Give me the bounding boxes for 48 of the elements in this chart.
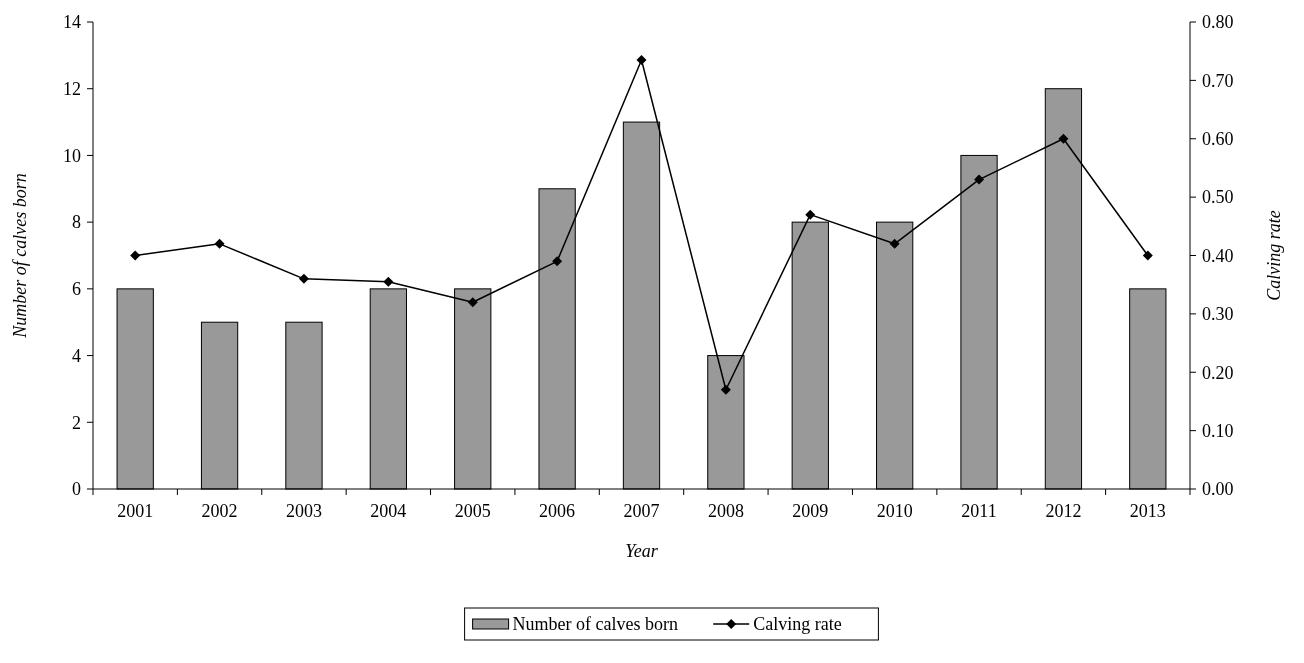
x-axis-title: Year [625, 541, 659, 561]
point [130, 250, 141, 261]
x-tick-label: 2008 [707, 501, 744, 521]
point [805, 209, 816, 220]
y-tick-label: 4 [72, 345, 81, 366]
point [974, 174, 985, 185]
y2-axis-title: Calving rate [1264, 210, 1284, 301]
legend-label: Number of calves born [512, 614, 679, 635]
y-tick-label: 8 [72, 212, 81, 233]
x-tick-label: 2001 [117, 501, 154, 521]
x-tick-label: 2011 [961, 501, 997, 521]
x-tick-label: 2013 [1129, 501, 1166, 521]
point [214, 238, 225, 249]
y-tick-label: 10 [63, 145, 81, 166]
legend-label: Calving rate [753, 614, 842, 635]
y-axis-title: Number of calves born [10, 173, 30, 339]
point [1142, 250, 1153, 261]
x-tick-label: 2010 [876, 501, 913, 521]
y2-tick-label: 0.60 [1202, 129, 1234, 150]
x-tick-label: 2005 [454, 501, 491, 521]
x-tick-label: 2006 [539, 501, 576, 521]
x-tick-label: 2007 [623, 501, 660, 521]
point [467, 297, 478, 308]
y2-tick-label: 0.50 [1202, 187, 1234, 208]
point [636, 54, 647, 65]
x-tick-label: 2009 [792, 501, 829, 521]
point [298, 273, 309, 284]
y2-tick-label: 0.40 [1202, 245, 1234, 266]
point [1058, 133, 1069, 144]
point [383, 276, 394, 287]
y2-tick-label: 0.20 [1202, 362, 1234, 383]
x-tick-label: 2002 [201, 501, 238, 521]
y-tick-label: 14 [63, 12, 81, 33]
y2-tick-label: 0.00 [1202, 479, 1234, 500]
x-tick-label: 2004 [370, 501, 407, 521]
y-tick-label: 6 [72, 279, 81, 300]
y2-tick-label: 0.80 [1202, 12, 1234, 33]
y2-tick-label: 0.70 [1202, 70, 1234, 91]
point [552, 256, 563, 267]
point [889, 238, 900, 249]
y2-tick-label: 0.30 [1202, 304, 1234, 325]
x-tick-label: 2003 [285, 501, 322, 521]
point [720, 384, 731, 395]
y-tick-label: 12 [63, 79, 81, 100]
y-tick-label: 0 [72, 479, 81, 500]
x-tick-label: 2012 [1045, 501, 1082, 521]
y2-tick-label: 0.10 [1202, 420, 1234, 441]
y-tick-label: 2 [72, 412, 81, 433]
